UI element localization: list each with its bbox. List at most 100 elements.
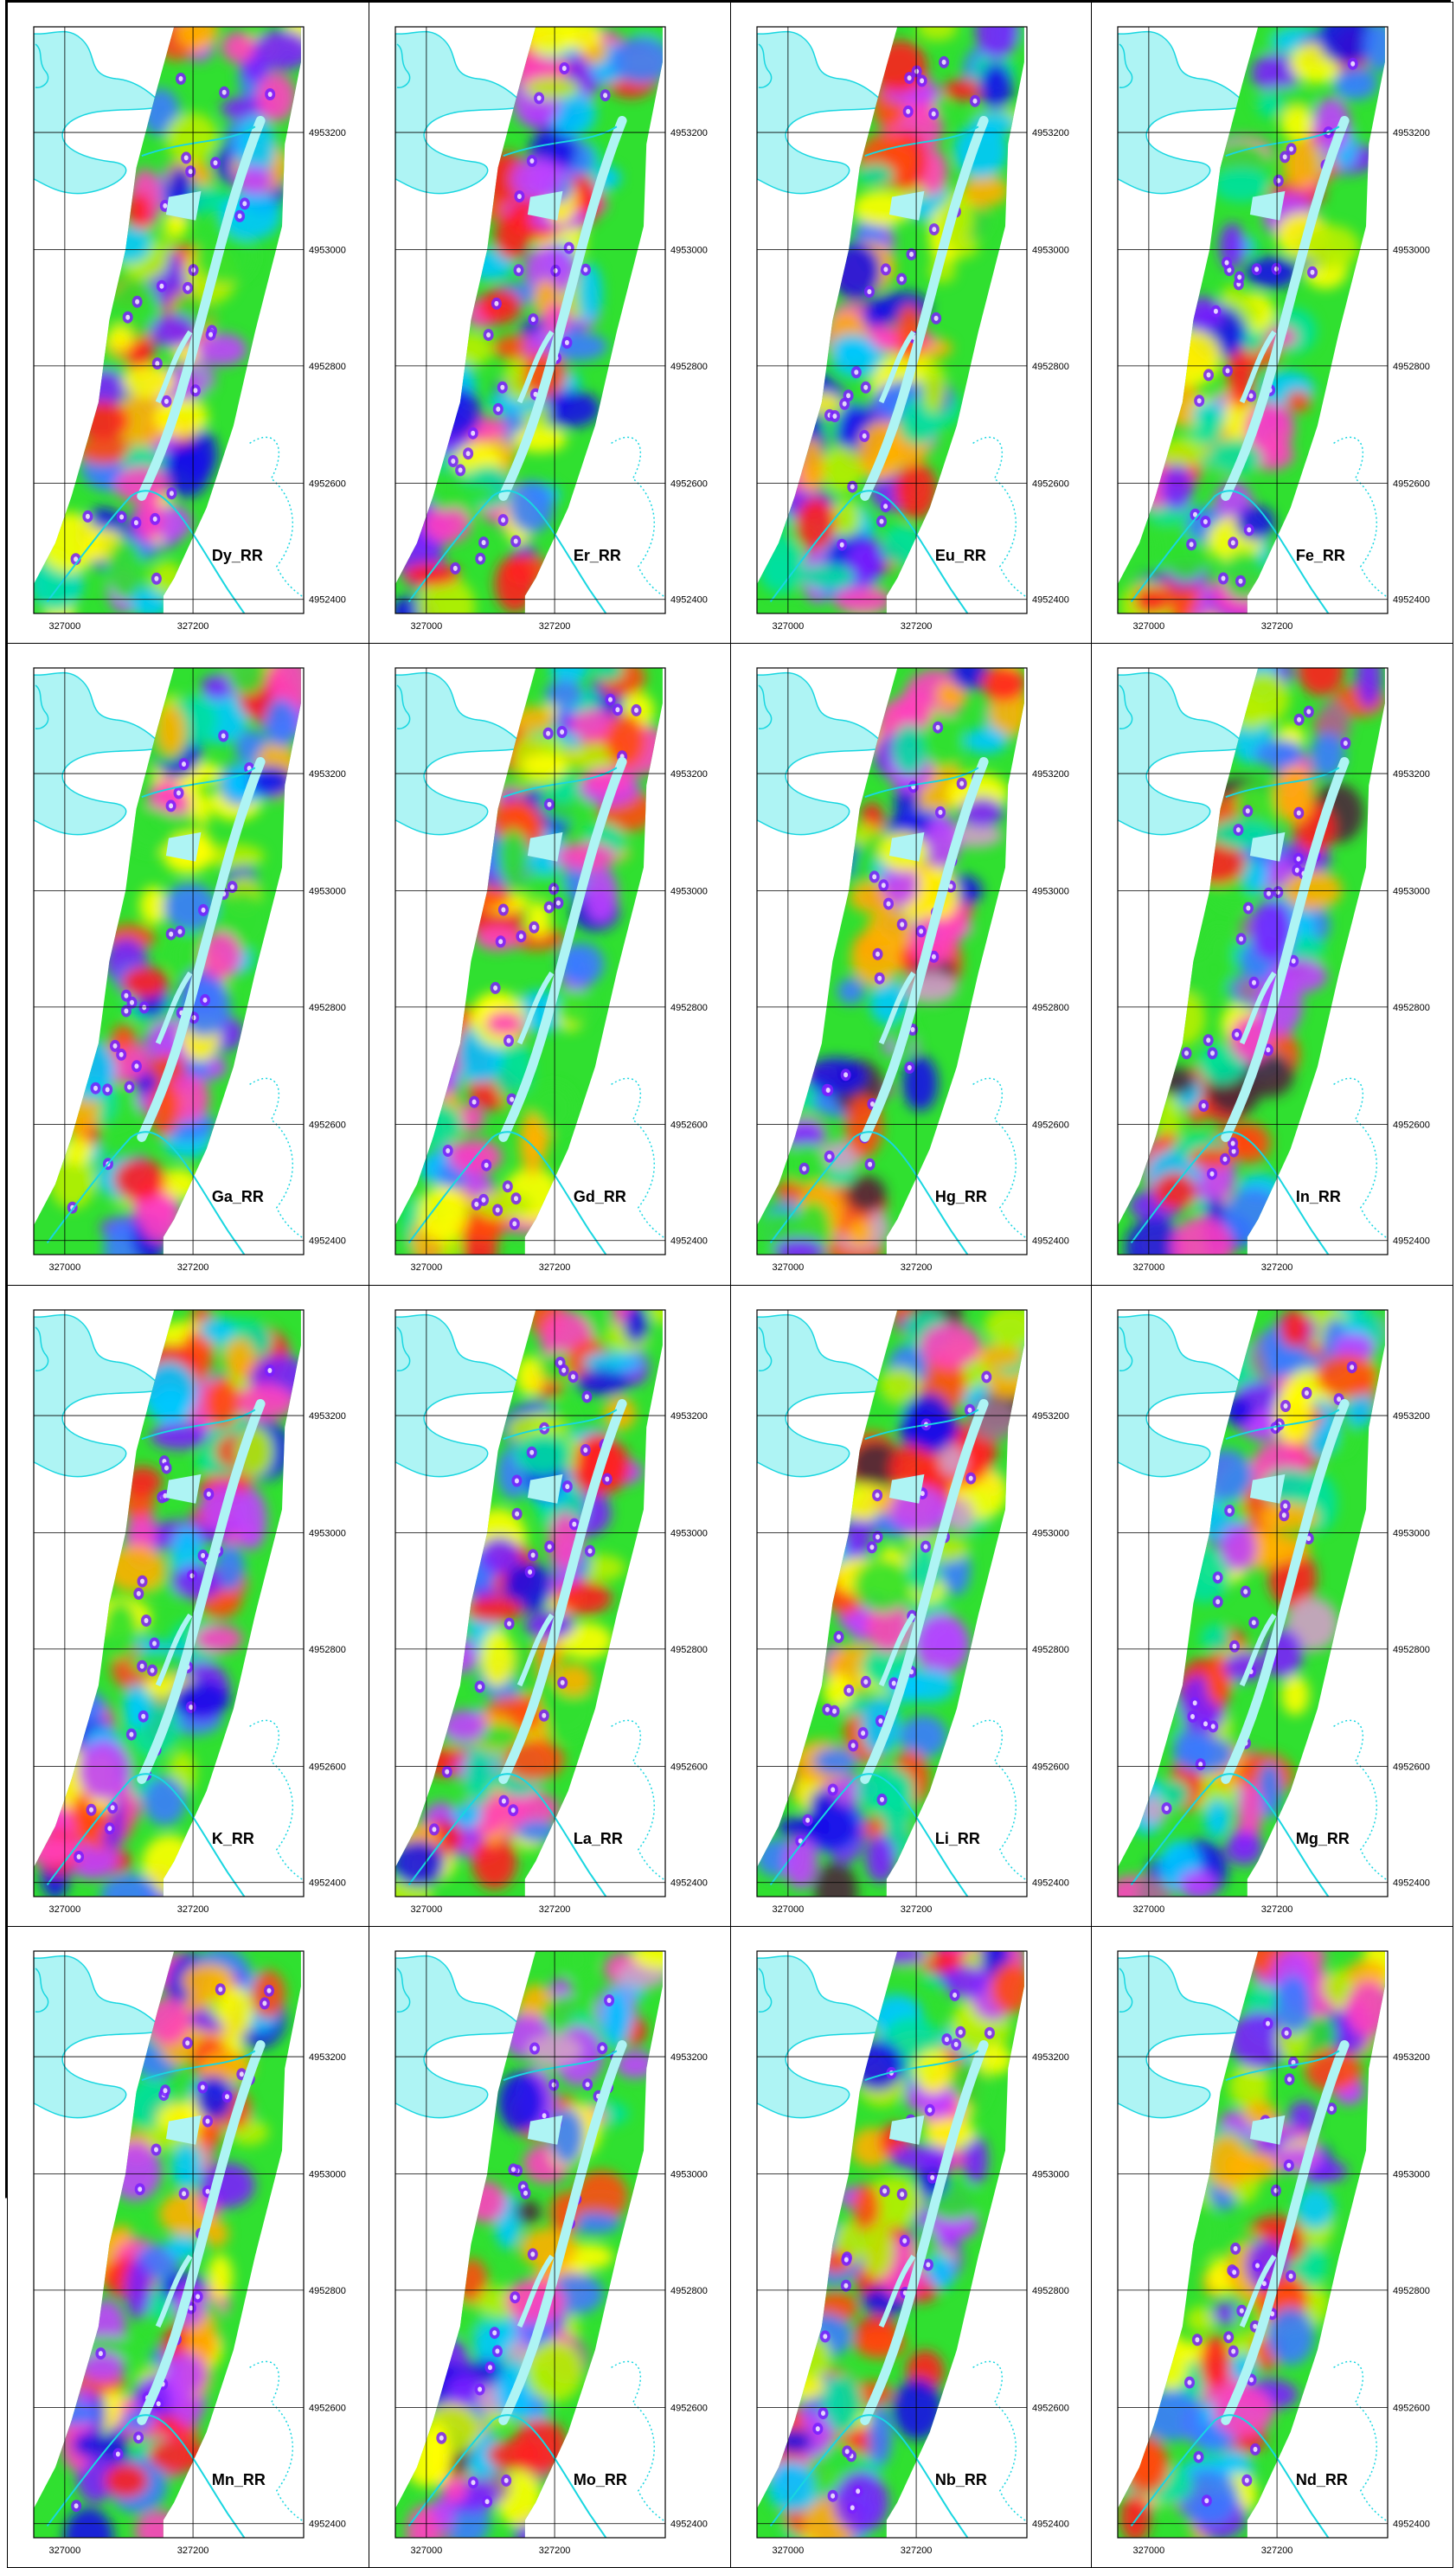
y-tick-label: 4952800 <box>1393 1644 1430 1654</box>
y-tick-label: 4952800 <box>670 1003 708 1013</box>
map-panel-fe-rr: 327000 327200 4953200 4953000 4952800 4952600… <box>1091 2 1453 644</box>
x-tick-label: 327200 <box>538 1262 570 1273</box>
y-tick-label: 4953000 <box>670 1528 708 1538</box>
y-tick-label: 4953200 <box>1032 2052 1069 2063</box>
map-panel-k-rr: 327000 327200 4953200 4953000 4952800 4952600… <box>7 1285 369 1927</box>
element-label: K_RR <box>212 1829 254 1846</box>
y-tick-label: 4952400 <box>1032 1236 1069 1247</box>
y-tick-label: 4953200 <box>1393 2052 1430 2063</box>
heatmap-map: 327000 327200 4953200 4953000 4952800 4952600… <box>369 3 731 644</box>
y-tick-label: 4953200 <box>1032 1411 1069 1422</box>
element-label: Hg_RR <box>934 1188 986 1205</box>
y-tick-label: 4953200 <box>1032 769 1069 780</box>
heatmap-map: 327000 327200 4953200 4953000 4952800 4952600… <box>8 1927 369 2568</box>
y-tick-label: 4953000 <box>1032 246 1069 256</box>
y-tick-label: 4952600 <box>1032 1762 1069 1772</box>
x-tick-label: 327000 <box>410 1904 442 1915</box>
y-tick-label: 4952600 <box>1032 1120 1069 1131</box>
y-tick-label: 4952600 <box>1032 2403 1069 2413</box>
x-tick-label: 327200 <box>900 621 932 632</box>
y-tick-label: 4952400 <box>1032 1878 1069 1888</box>
x-tick-label: 327200 <box>1261 1904 1293 1915</box>
map-panel-in-rr: 327000 327200 4953200 4953000 4952800 4952600… <box>1091 643 1453 1285</box>
y-tick-label: 4952800 <box>309 2286 346 2296</box>
y-tick-label: 4952800 <box>1393 1003 1430 1013</box>
x-tick-label: 327000 <box>1133 1262 1165 1273</box>
y-tick-label: 4952400 <box>309 595 346 606</box>
map-panel-mg-rr: 327000 327200 4953200 4953000 4952800 4952600… <box>1091 1285 1453 1927</box>
x-tick-label: 327200 <box>538 621 570 632</box>
y-tick-label: 4952800 <box>1032 2286 1069 2296</box>
y-tick-label: 4953000 <box>309 246 346 256</box>
y-tick-label: 4952600 <box>1393 1762 1430 1772</box>
y-tick-label: 4952800 <box>1032 1644 1069 1654</box>
x-tick-label: 327000 <box>772 1904 804 1915</box>
y-tick-label: 4953200 <box>1393 1411 1430 1422</box>
y-tick-label: 4952400 <box>670 1878 708 1888</box>
y-tick-label: 4952400 <box>1393 1236 1430 1247</box>
y-tick-label: 4953000 <box>1393 246 1430 256</box>
y-tick-label: 4953000 <box>1032 1528 1069 1538</box>
heatmap-map: 327000 327200 4953200 4953000 4952800 4952600… <box>731 1927 1093 2568</box>
element-label: Nb_RR <box>934 2471 986 2488</box>
heatmap-map: 327000 327200 4953200 4953000 4952800 4952600… <box>1092 1927 1453 2568</box>
y-tick-label: 4952800 <box>670 1644 708 1654</box>
y-tick-label: 4953000 <box>1393 2169 1430 2180</box>
x-tick-label: 327000 <box>410 2546 442 2556</box>
x-tick-label: 327200 <box>900 1904 932 1915</box>
y-tick-label: 4952800 <box>1032 1003 1069 1013</box>
y-tick-label: 4952800 <box>309 1644 346 1654</box>
y-tick-label: 4952400 <box>1032 595 1069 606</box>
element-label: Li_RR <box>934 1829 979 1846</box>
y-tick-label: 4953200 <box>670 128 708 138</box>
y-tick-label: 4952600 <box>670 1762 708 1772</box>
y-tick-label: 4952600 <box>1393 478 1430 489</box>
element-label: Fe_RR <box>1296 547 1345 564</box>
y-tick-label: 4952600 <box>670 2403 708 2413</box>
y-tick-label: 4953200 <box>309 2052 346 2063</box>
heatmap-map: 327000 327200 4953200 4953000 4952800 4952600… <box>1092 644 1453 1285</box>
heatmap-map: 327000 327200 4953200 4953000 4952800 4952600… <box>8 644 369 1285</box>
heatmap-map: 327000 327200 4953200 4953000 4952800 4952600… <box>8 1286 369 1927</box>
element-label: Mn_RR <box>212 2471 266 2488</box>
y-tick-label: 4952600 <box>309 1762 346 1772</box>
y-tick-label: 4952600 <box>309 478 346 489</box>
y-tick-label: 4953200 <box>670 769 708 780</box>
x-tick-label: 327200 <box>177 621 209 632</box>
y-tick-label: 4952600 <box>670 1120 708 1131</box>
map-panel-dy-rr: 327000 327200 4953200 4953000 4952800 4952600… <box>7 2 369 644</box>
heatmap-map: 327000 327200 4953200 4953000 4952800 4952600… <box>731 3 1093 644</box>
heatmap-map: 327000 327200 4953200 4953000 4952800 4952600… <box>1092 3 1453 644</box>
y-tick-label: 4952400 <box>309 1236 346 1247</box>
x-tick-label: 327000 <box>1133 2546 1165 2556</box>
map-panel-gd-rr: 327000 327200 4953200 4953000 4952800 4952600… <box>369 643 731 1285</box>
heatmap-map: 327000 327200 4953200 4953000 4952800 4952600… <box>8 3 369 644</box>
heatmap-map: 327000 327200 4953200 4953000 4952800 4952600… <box>369 644 731 1285</box>
y-tick-label: 4952800 <box>670 362 708 372</box>
y-tick-label: 4952600 <box>1393 1120 1430 1131</box>
x-tick-label: 327000 <box>49 2546 81 2556</box>
y-tick-label: 4952400 <box>309 2519 346 2529</box>
y-tick-label: 4952800 <box>1032 362 1069 372</box>
y-tick-label: 4952400 <box>1393 1878 1430 1888</box>
x-tick-label: 327200 <box>177 1262 209 1273</box>
x-tick-label: 327200 <box>1261 621 1293 632</box>
element-label: Ga_RR <box>212 1188 264 1205</box>
heatmap-map: 327000 327200 4953200 4953000 4952800 4952600… <box>731 1286 1093 1927</box>
y-tick-label: 4952800 <box>1393 2286 1430 2296</box>
y-tick-label: 4953000 <box>670 2169 708 2180</box>
y-tick-label: 4952800 <box>309 1003 346 1013</box>
y-tick-label: 4953200 <box>1032 128 1069 138</box>
map-panel-nd-rr: 327000 327200 4953200 4953000 4952800 4952600… <box>1091 1926 1453 2568</box>
x-tick-label: 327200 <box>900 2546 932 2556</box>
y-tick-label: 4952600 <box>309 2403 346 2413</box>
y-tick-label: 4952600 <box>670 478 708 489</box>
x-tick-label: 327200 <box>177 2546 209 2556</box>
y-tick-label: 4953000 <box>309 2169 346 2180</box>
heatmap-map: 327000 327200 4953200 4953000 4952800 4952600… <box>731 644 1093 1285</box>
x-tick-label: 327000 <box>772 2546 804 2556</box>
y-tick-label: 4953200 <box>309 769 346 780</box>
y-tick-label: 4953000 <box>1032 887 1069 897</box>
y-tick-label: 4953000 <box>670 246 708 256</box>
heatmap-map: 327000 327200 4953200 4953000 4952800 4952600… <box>369 1286 731 1927</box>
